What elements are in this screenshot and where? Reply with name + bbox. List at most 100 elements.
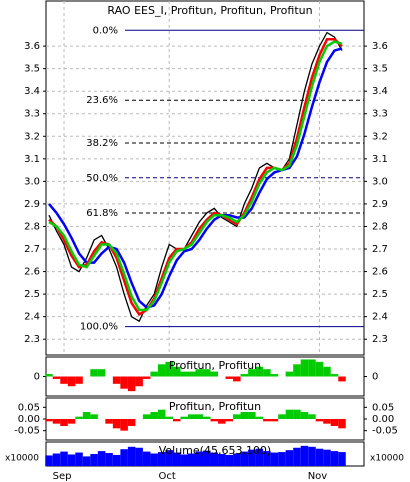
bar [135,376,143,387]
bar [82,456,91,466]
bar [97,369,106,377]
bar [112,419,121,429]
bar [52,453,61,466]
y-tick-label: 3.5 [24,64,40,75]
bar [315,448,324,466]
bar [60,376,68,384]
bar [240,412,249,419]
bar [338,452,346,466]
bar [293,409,301,419]
bar [45,374,53,377]
y-tick-label: 3.6 [372,41,388,52]
bar [330,451,339,466]
y-tick-label: 3.4 [372,86,388,97]
bar [45,455,53,466]
y-tick-label: 3.5 [372,64,388,75]
bar [60,451,68,466]
series-line [48,47,343,309]
bar [293,364,301,377]
y-tick-label: 0.00 [372,414,394,425]
y-tick-label: 3.3 [372,109,388,120]
bar [300,445,309,466]
bar [338,419,346,429]
bar [195,369,204,377]
bar [278,414,286,419]
bar [142,451,151,466]
bar [195,414,204,419]
bar [210,419,219,422]
bar [308,446,316,466]
bar [233,414,241,419]
bar [248,369,256,377]
x-tick-label: Nov [308,471,328,482]
bar [255,366,264,377]
bar [300,359,309,377]
y-tick-label: 0 [34,372,40,383]
bar [315,419,324,422]
bar [300,412,309,419]
bar [82,412,91,419]
y-tick-label: 2.8 [24,221,40,232]
y-tick-label: 3.2 [24,131,40,142]
bar [270,452,279,466]
bar [120,376,128,389]
fib-label: 61.8% [86,208,118,219]
bar [210,452,219,466]
bar [105,453,113,466]
y-tick-label: 2.9 [372,199,388,210]
bar [112,454,121,466]
bar [75,376,83,384]
bar [120,449,128,466]
bar [60,419,68,426]
bar [150,412,158,419]
y-tick-label: 2.6 [372,267,388,278]
bar [195,451,204,466]
bar [150,453,158,466]
bar [278,452,286,466]
bar [270,374,279,377]
y-tick-label: 0.05 [18,402,40,413]
bar [225,419,234,422]
panel-title: Profitun, Profitun [169,400,261,413]
fib-label: 50.0% [86,173,118,184]
y-tick-label: 3.1 [372,154,388,165]
bar [135,447,143,466]
bar [323,449,331,466]
bar [165,450,173,466]
bar [285,409,294,419]
bar [45,419,53,422]
y-tick-label: 2.3 [24,334,40,345]
bar [105,419,113,424]
bar [157,409,166,419]
bar [180,371,188,377]
unit-label: x10000 [370,454,404,464]
bar [203,369,211,377]
fib-label: 23.6% [86,95,118,106]
y-tick-label: -0.05 [372,426,398,437]
bar [210,371,219,377]
bar [75,452,83,466]
y-tick-label: 2.3 [372,334,388,345]
y-tick-label: 2.7 [372,244,388,255]
bar [255,416,264,419]
bar [233,453,241,466]
bar [330,374,339,377]
y-tick-label: 2.4 [372,312,388,323]
bar [172,452,181,466]
panel-title: Volume(45,653,100) [159,444,271,457]
bar [248,412,256,419]
y-tick-label: 2.9 [24,199,40,210]
bar [255,448,264,466]
bar [240,451,249,466]
bar [187,453,196,466]
bar [112,376,121,384]
y-tick-label: 3.2 [372,131,388,142]
x-tick-label: Oct [159,471,176,482]
bar [263,369,271,377]
bar [127,376,136,392]
bar [90,454,98,466]
bar [165,416,173,419]
bar [52,419,61,424]
bar [233,376,241,382]
y-tick-label: 3.4 [24,86,40,97]
